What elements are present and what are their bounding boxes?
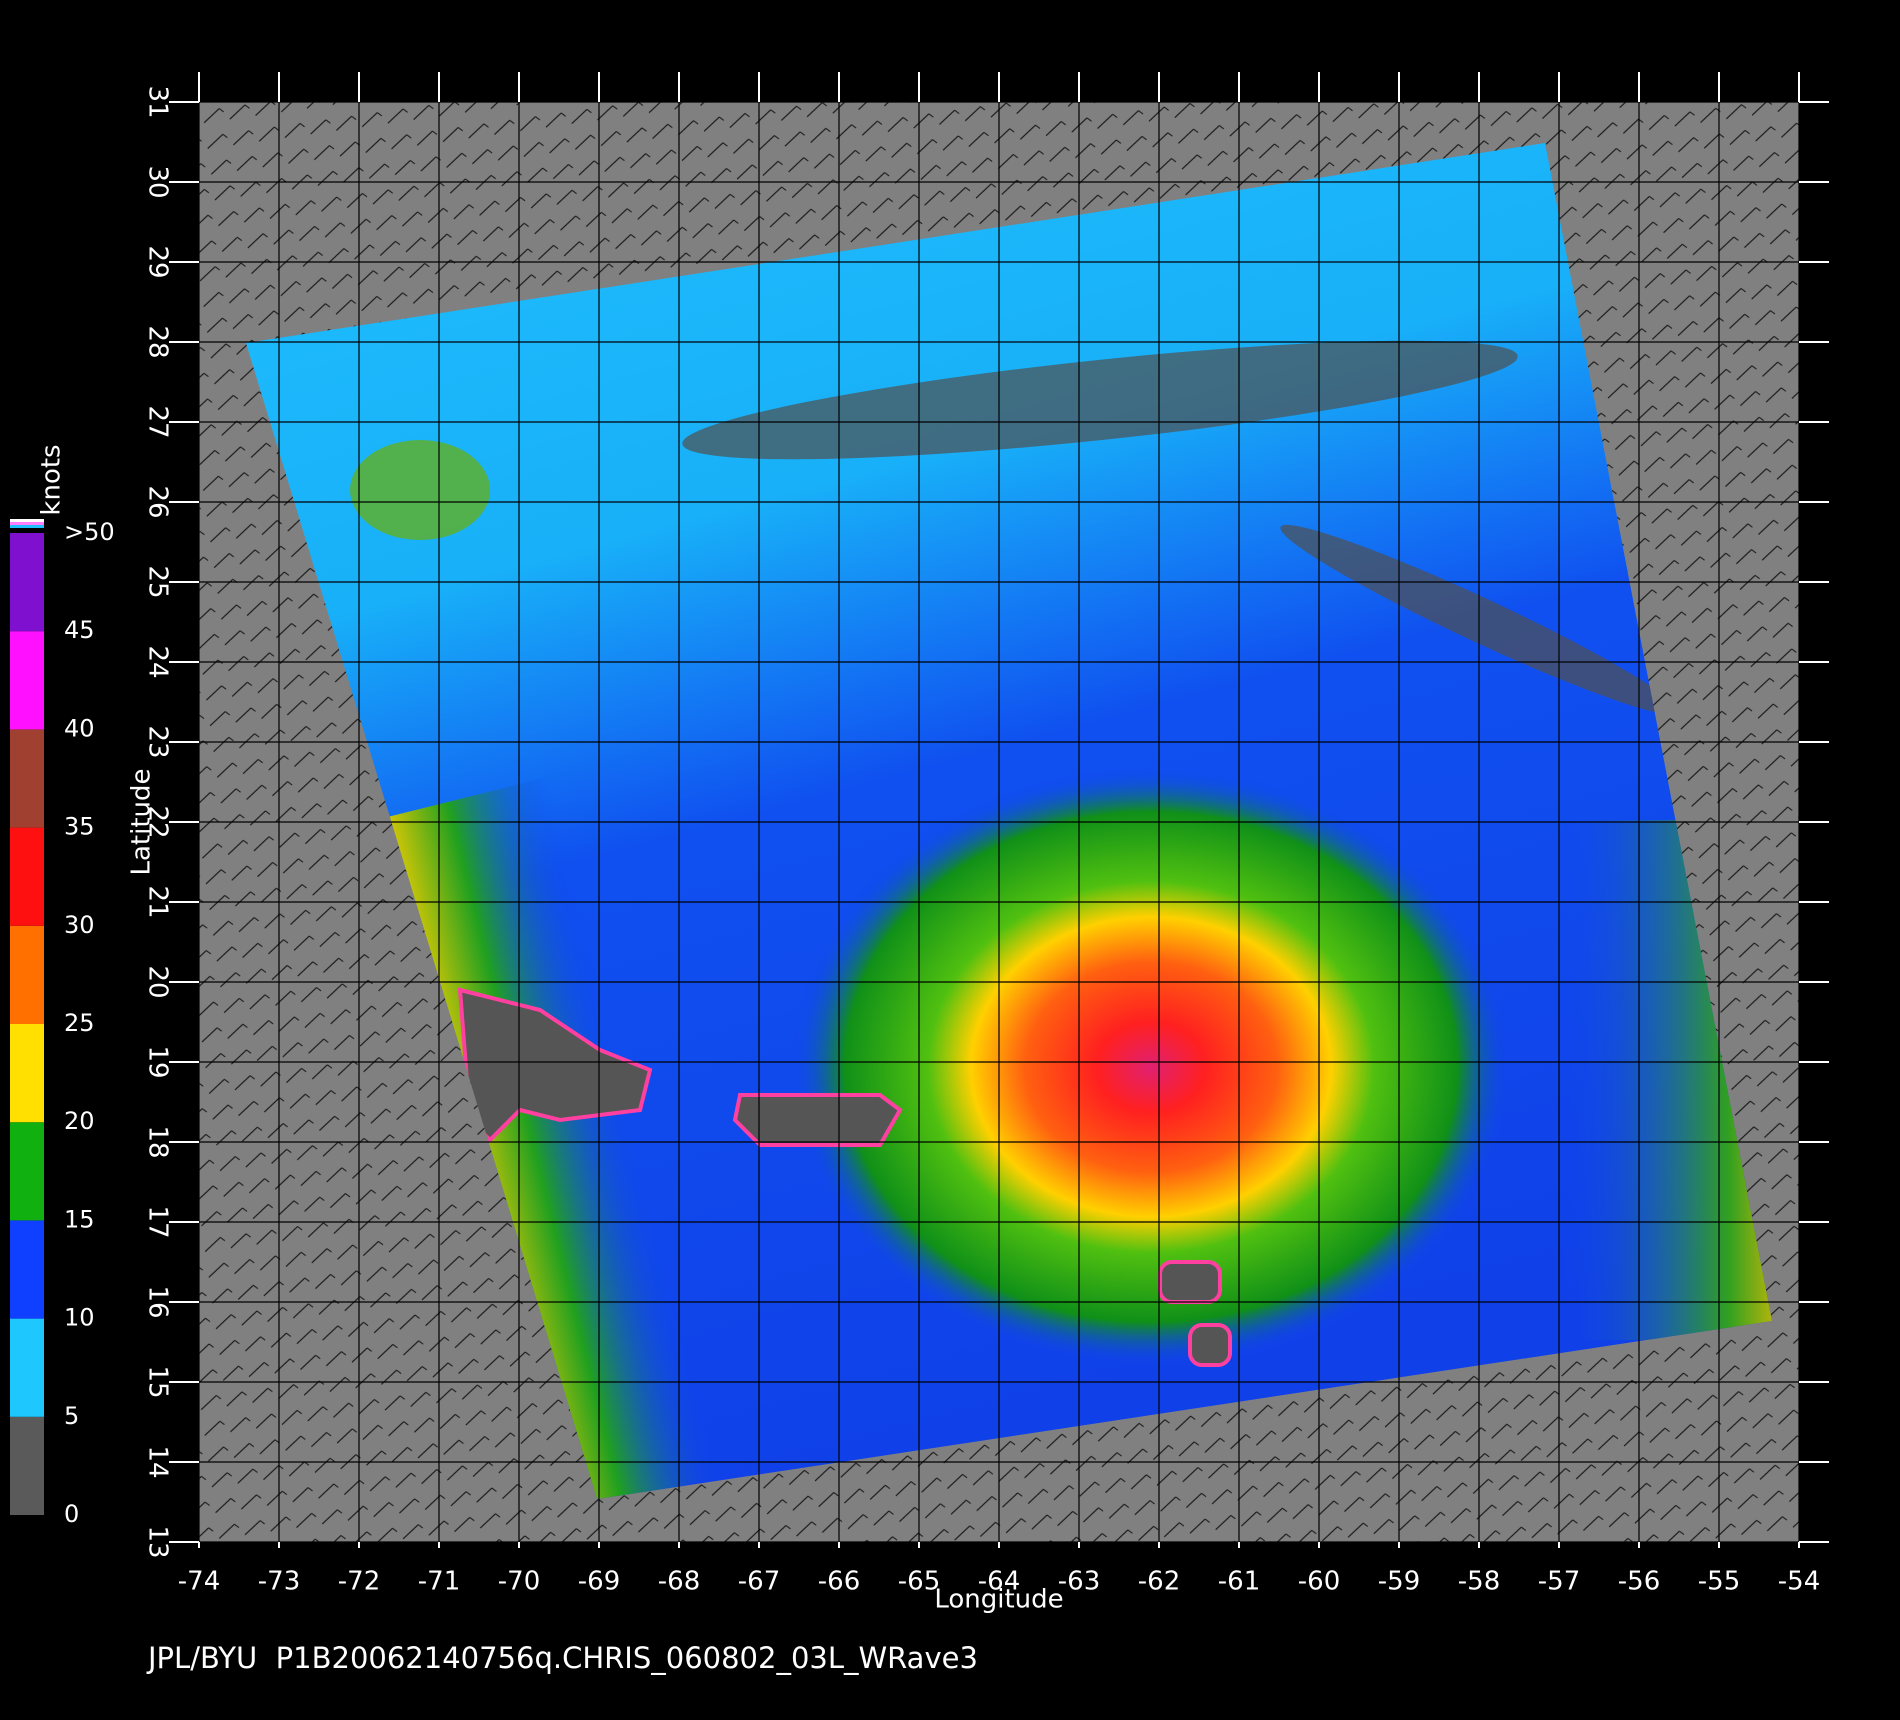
low-wind xyxy=(1280,524,1680,716)
colorbar-cap xyxy=(10,525,44,528)
colorbar-segment xyxy=(10,1122,44,1221)
land xyxy=(1188,1323,1232,1367)
x-tick-label: -74 xyxy=(178,1567,220,1597)
colorbar-tick-label: 20 xyxy=(64,1107,95,1135)
y-tick-label: 17 xyxy=(143,1205,173,1238)
colorbar-segment xyxy=(10,1024,44,1123)
x-tick-label: -55 xyxy=(1698,1567,1740,1597)
colorbar-tick-label: 0 xyxy=(64,1500,79,1528)
x-tick-label: -54 xyxy=(1778,1567,1820,1597)
y-tick-label: 15 xyxy=(143,1365,173,1398)
x-tick-label: -61 xyxy=(1218,1567,1260,1597)
x-tick-label: -59 xyxy=(1378,1567,1420,1597)
colorbar-segment xyxy=(10,729,44,828)
x-tick-label: -60 xyxy=(1298,1567,1340,1597)
colorbar-tick-label: 30 xyxy=(64,911,95,939)
x-tick-label: -67 xyxy=(738,1567,780,1597)
y-tick-label: 13 xyxy=(143,1525,173,1558)
x-axis-label: Longitude xyxy=(934,1585,1063,1615)
x-tick-label: -64 xyxy=(978,1567,1020,1597)
x-tick-label: -69 xyxy=(578,1567,620,1597)
y-tick-label: 24 xyxy=(143,645,173,678)
colorbar-tick-label: 10 xyxy=(64,1304,95,1332)
colorbar-segment xyxy=(10,533,44,632)
colorbar-tick-label: 5 xyxy=(64,1402,79,1430)
colorbar-segment xyxy=(10,1220,44,1319)
colorbar-segment xyxy=(10,631,44,730)
colorbar-label: knots xyxy=(37,444,67,515)
y-tick-label: 30 xyxy=(143,165,173,198)
footer: JPL/BYU P1B20062140756q.CHRIS_060802_03L… xyxy=(146,1641,978,1675)
colorbar-segment xyxy=(10,925,44,1024)
colorbar-tick-label: >50 xyxy=(64,518,115,546)
x-tick-label: -66 xyxy=(818,1567,860,1597)
low-wind xyxy=(682,340,1518,460)
colorbar-cap xyxy=(10,519,44,522)
y-tick-label: 27 xyxy=(143,405,173,438)
y-tick-label: 14 xyxy=(143,1445,173,1478)
axes: -74 -73 -72 -71 -70 -69 -68 -67 -66 -65 -64 -63 -62 -… xyxy=(143,72,1829,1597)
colorbar-segment xyxy=(10,827,44,926)
y-tick-label: 26 xyxy=(143,485,173,518)
y-tick-label: 25 xyxy=(143,565,173,598)
x-tick-label: -62 xyxy=(1138,1567,1180,1597)
x-tick-label: -57 xyxy=(1538,1567,1580,1597)
y-tick-label: 18 xyxy=(143,1125,173,1158)
land xyxy=(732,1093,903,1147)
colorbar-tick-label: 15 xyxy=(64,1205,95,1233)
x-tick-label: -68 xyxy=(658,1567,700,1597)
colorbar-segment xyxy=(10,1416,44,1515)
x-tick-label: -56 xyxy=(1618,1567,1660,1597)
x-tick-label: -63 xyxy=(1058,1567,1100,1597)
y-tick-label: 31 xyxy=(143,85,173,118)
colorbar-segment xyxy=(10,1318,44,1417)
x-tick-label: -58 xyxy=(1458,1567,1500,1597)
grid xyxy=(198,101,1800,1543)
colorbar-tick-label: 25 xyxy=(64,1009,95,1037)
y-tick-label: 22 xyxy=(143,805,173,838)
y-tick-label: 21 xyxy=(143,885,173,918)
land xyxy=(1158,1260,1222,1304)
x-tick-label: -70 xyxy=(498,1567,540,1597)
colorbar-tick-label: 40 xyxy=(64,714,95,742)
colorbar-tick-label: 45 xyxy=(64,616,95,644)
y-tick-label: 29 xyxy=(143,245,173,278)
y-tick-label: 20 xyxy=(143,965,173,998)
x-tick-label: -73 xyxy=(258,1567,300,1597)
y-tick-label: 19 xyxy=(143,1045,173,1078)
colorbar-cap xyxy=(10,522,44,525)
x-tick-label: -72 xyxy=(338,1567,380,1597)
wind-patch xyxy=(350,440,490,540)
x-tick-label: -65 xyxy=(898,1567,940,1597)
y-tick-label: 23 xyxy=(143,725,173,758)
colorbar-cap xyxy=(10,528,44,531)
y-tick-label: 28 xyxy=(143,325,173,358)
storm xyxy=(791,767,1511,1367)
x-tick-label: -71 xyxy=(418,1567,460,1597)
colorbar-tick-label: 35 xyxy=(64,813,95,841)
swath xyxy=(246,143,1772,1499)
y-tick-label: 16 xyxy=(143,1285,173,1318)
y-axis-label: Latitude xyxy=(127,768,157,875)
